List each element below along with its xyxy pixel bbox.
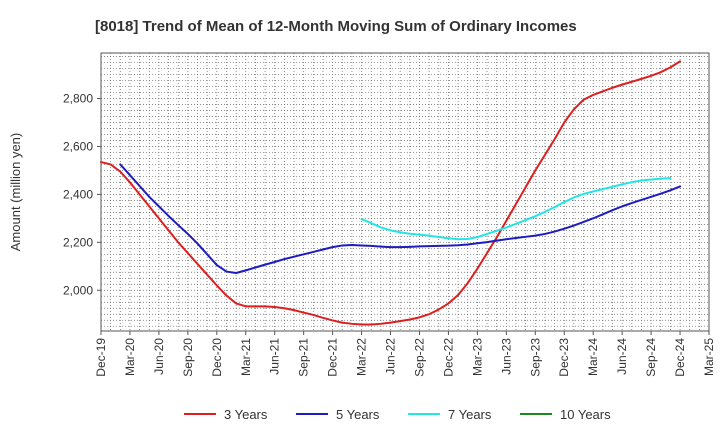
y-axis-ticks: 2,000 2,200 2,400 2,600 2,800 [63,92,101,297]
legend-label-7-years: 7 Years [448,407,492,422]
x-tick-label: Dec-19 [94,338,108,377]
grid-layer [101,53,709,331]
y-tick-label: 2,600 [63,139,93,153]
x-tick-label: Mar-20 [123,338,137,376]
y-tick-label: 2,200 [63,235,93,249]
legend-label-10-years: 10 Years [560,407,611,422]
x-tick-label: Sep-21 [297,338,311,377]
x-tick-label: Mar-21 [239,338,253,376]
x-tick-label: Jun-21 [268,338,282,375]
series-line-3-years [100,60,682,326]
x-tick-label: Mar-24 [586,338,600,376]
x-tick-label: Sep-24 [644,338,658,377]
series-line-5-years [119,163,682,274]
series-layer [100,60,682,326]
plot-area [100,52,710,332]
x-tick-label: Mar-25 [702,338,716,376]
x-tick-label: Mar-22 [355,338,369,376]
x-tick-label: Jun-23 [499,338,513,375]
x-tick-label: Jun-22 [384,338,398,375]
chart-title: [8018] Trend of Mean of 12-Month Moving … [95,18,577,35]
x-tick-label: Sep-22 [412,338,426,377]
y-axis-label: Amount (million yen) [8,133,23,252]
x-tick-label: Dec-21 [326,338,340,377]
y-tick-label: 2,000 [63,283,93,297]
y-tick-label: 2,800 [63,92,93,106]
x-tick-label: Sep-20 [181,338,195,377]
series-line-7-years [360,177,672,241]
x-tick-label: Mar-23 [470,338,484,376]
legend-label-3-years: 3 Years [224,407,268,422]
x-tick-label: Dec-23 [557,338,571,377]
x-tick-label: Jun-24 [615,338,629,375]
x-tick-label: Sep-23 [528,338,542,377]
legend-label-5-years: 5 Years [336,407,380,422]
x-tick-label: Jun-20 [152,338,166,375]
x-tick-label: Dec-20 [210,338,224,377]
legend: 3 Years 5 Years 7 Years 10 Years [184,407,611,422]
x-tick-label: Dec-24 [673,338,687,377]
x-tick-label: Dec-22 [441,338,455,377]
x-axis-ticks: Dec-19 Mar-20 Jun-20 Sep-20 Dec-20 Mar-21 Jun-… [94,331,716,377]
y-tick-label: 2,400 [63,187,93,201]
